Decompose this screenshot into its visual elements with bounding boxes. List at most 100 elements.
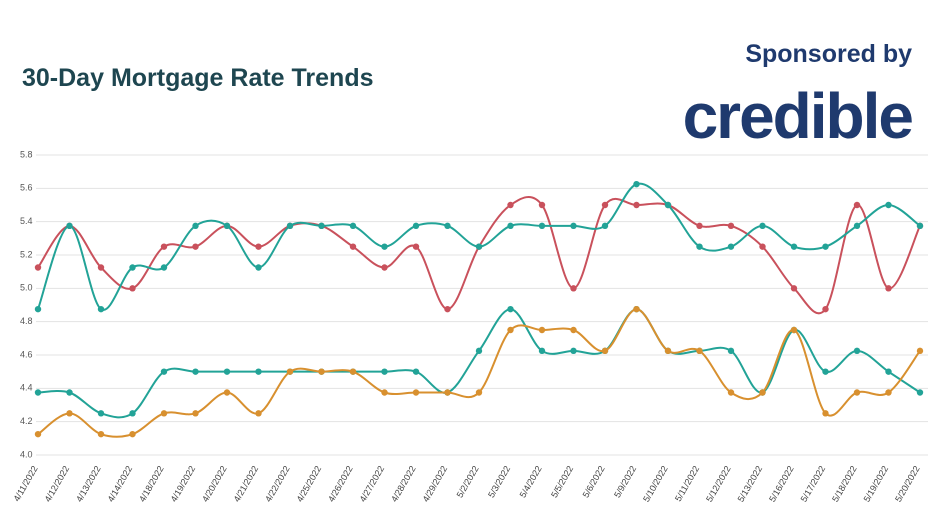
- point: [664, 201, 672, 209]
- point: [286, 368, 294, 375]
- point: [192, 410, 199, 417]
- x-tick-label: 4/26/2022: [326, 464, 355, 504]
- x-tick-label: 4/20/2022: [200, 464, 229, 504]
- point: [192, 222, 199, 230]
- point: [601, 347, 609, 355]
- point: [444, 222, 451, 230]
- point: [601, 222, 609, 230]
- y-tick-label: 4.0: [20, 449, 33, 459]
- x-tick-label: 4/11/2022: [11, 464, 39, 503]
- x-tick-label: 5/20/2022: [893, 464, 922, 504]
- x-tick-label: 5/16/2022: [767, 464, 796, 504]
- point: [822, 368, 829, 375]
- point: [507, 305, 514, 313]
- point: [223, 389, 231, 396]
- point: [129, 264, 136, 271]
- x-tick-label: 5/5/2022: [549, 464, 575, 499]
- point: [444, 389, 451, 396]
- point: [286, 222, 294, 230]
- point: [381, 264, 388, 271]
- x-tick-label: 4/12/2022: [43, 464, 72, 504]
- point: [790, 285, 798, 292]
- point: [696, 222, 703, 230]
- point: [97, 264, 105, 271]
- point: [34, 389, 42, 396]
- point: [916, 222, 924, 230]
- y-tick-label: 4.2: [20, 416, 33, 426]
- x-tick-label: 5/3/2022: [486, 464, 512, 499]
- point: [570, 222, 577, 230]
- y-tick-label: 5.4: [20, 216, 33, 226]
- point: [129, 285, 136, 292]
- point: [790, 326, 798, 334]
- point: [255, 368, 262, 375]
- point: [507, 326, 514, 334]
- point: [759, 222, 766, 230]
- point: [412, 243, 420, 250]
- point: [538, 222, 546, 230]
- point: [664, 347, 672, 355]
- point: [349, 368, 357, 375]
- x-tick-label: 5/4/2022: [518, 464, 544, 499]
- x-tick-label: 4/22/2022: [263, 464, 292, 504]
- point: [255, 243, 262, 250]
- point: [727, 389, 735, 396]
- point: [129, 430, 136, 438]
- point: [822, 243, 829, 250]
- x-tick-label: 4/14/2022: [106, 464, 135, 504]
- point: [822, 410, 829, 417]
- point: [381, 389, 388, 396]
- point: [853, 222, 861, 230]
- point: [885, 389, 892, 396]
- point: [223, 222, 231, 230]
- point: [538, 201, 546, 209]
- x-tick-label: 5/18/2022: [830, 464, 859, 504]
- point: [885, 285, 892, 292]
- point: [853, 201, 861, 209]
- point: [97, 430, 105, 438]
- point: [853, 389, 861, 396]
- point: [381, 368, 388, 375]
- point: [727, 243, 735, 250]
- point: [412, 389, 420, 396]
- point: [223, 368, 231, 375]
- point: [160, 368, 168, 375]
- point: [759, 243, 766, 250]
- x-tick-label: 4/29/2022: [421, 464, 450, 504]
- x-tick-label: 5/19/2022: [862, 464, 891, 504]
- point: [160, 243, 168, 250]
- point: [192, 243, 199, 250]
- point: [129, 410, 136, 417]
- point: [66, 222, 73, 230]
- point: [192, 368, 199, 375]
- point: [759, 389, 766, 396]
- x-tick-label: 5/12/2022: [704, 464, 733, 504]
- point: [444, 305, 451, 313]
- y-tick-label: 5.2: [20, 249, 33, 259]
- point: [601, 201, 609, 209]
- point: [538, 326, 546, 334]
- point: [727, 347, 735, 355]
- point: [160, 264, 168, 271]
- point: [475, 243, 483, 250]
- y-tick-label: 4.8: [20, 316, 33, 326]
- point: [570, 326, 577, 334]
- y-tick-label: 5.8: [20, 149, 33, 159]
- point: [66, 389, 73, 396]
- point: [538, 347, 546, 355]
- point: [34, 264, 42, 271]
- point: [822, 305, 829, 313]
- y-tick-label: 5.6: [20, 183, 33, 193]
- point: [349, 243, 357, 250]
- x-tick-label: 5/17/2022: [799, 464, 828, 504]
- point: [97, 410, 105, 417]
- point: [412, 222, 420, 230]
- point: [633, 201, 640, 209]
- line: [37, 308, 921, 419]
- x-tick-label: 4/27/2022: [358, 464, 387, 504]
- point: [570, 347, 577, 355]
- sponsor-logo: credible: [683, 80, 913, 152]
- point: [160, 410, 168, 417]
- sponsor-label: Sponsored by: [745, 40, 912, 68]
- point: [318, 368, 325, 375]
